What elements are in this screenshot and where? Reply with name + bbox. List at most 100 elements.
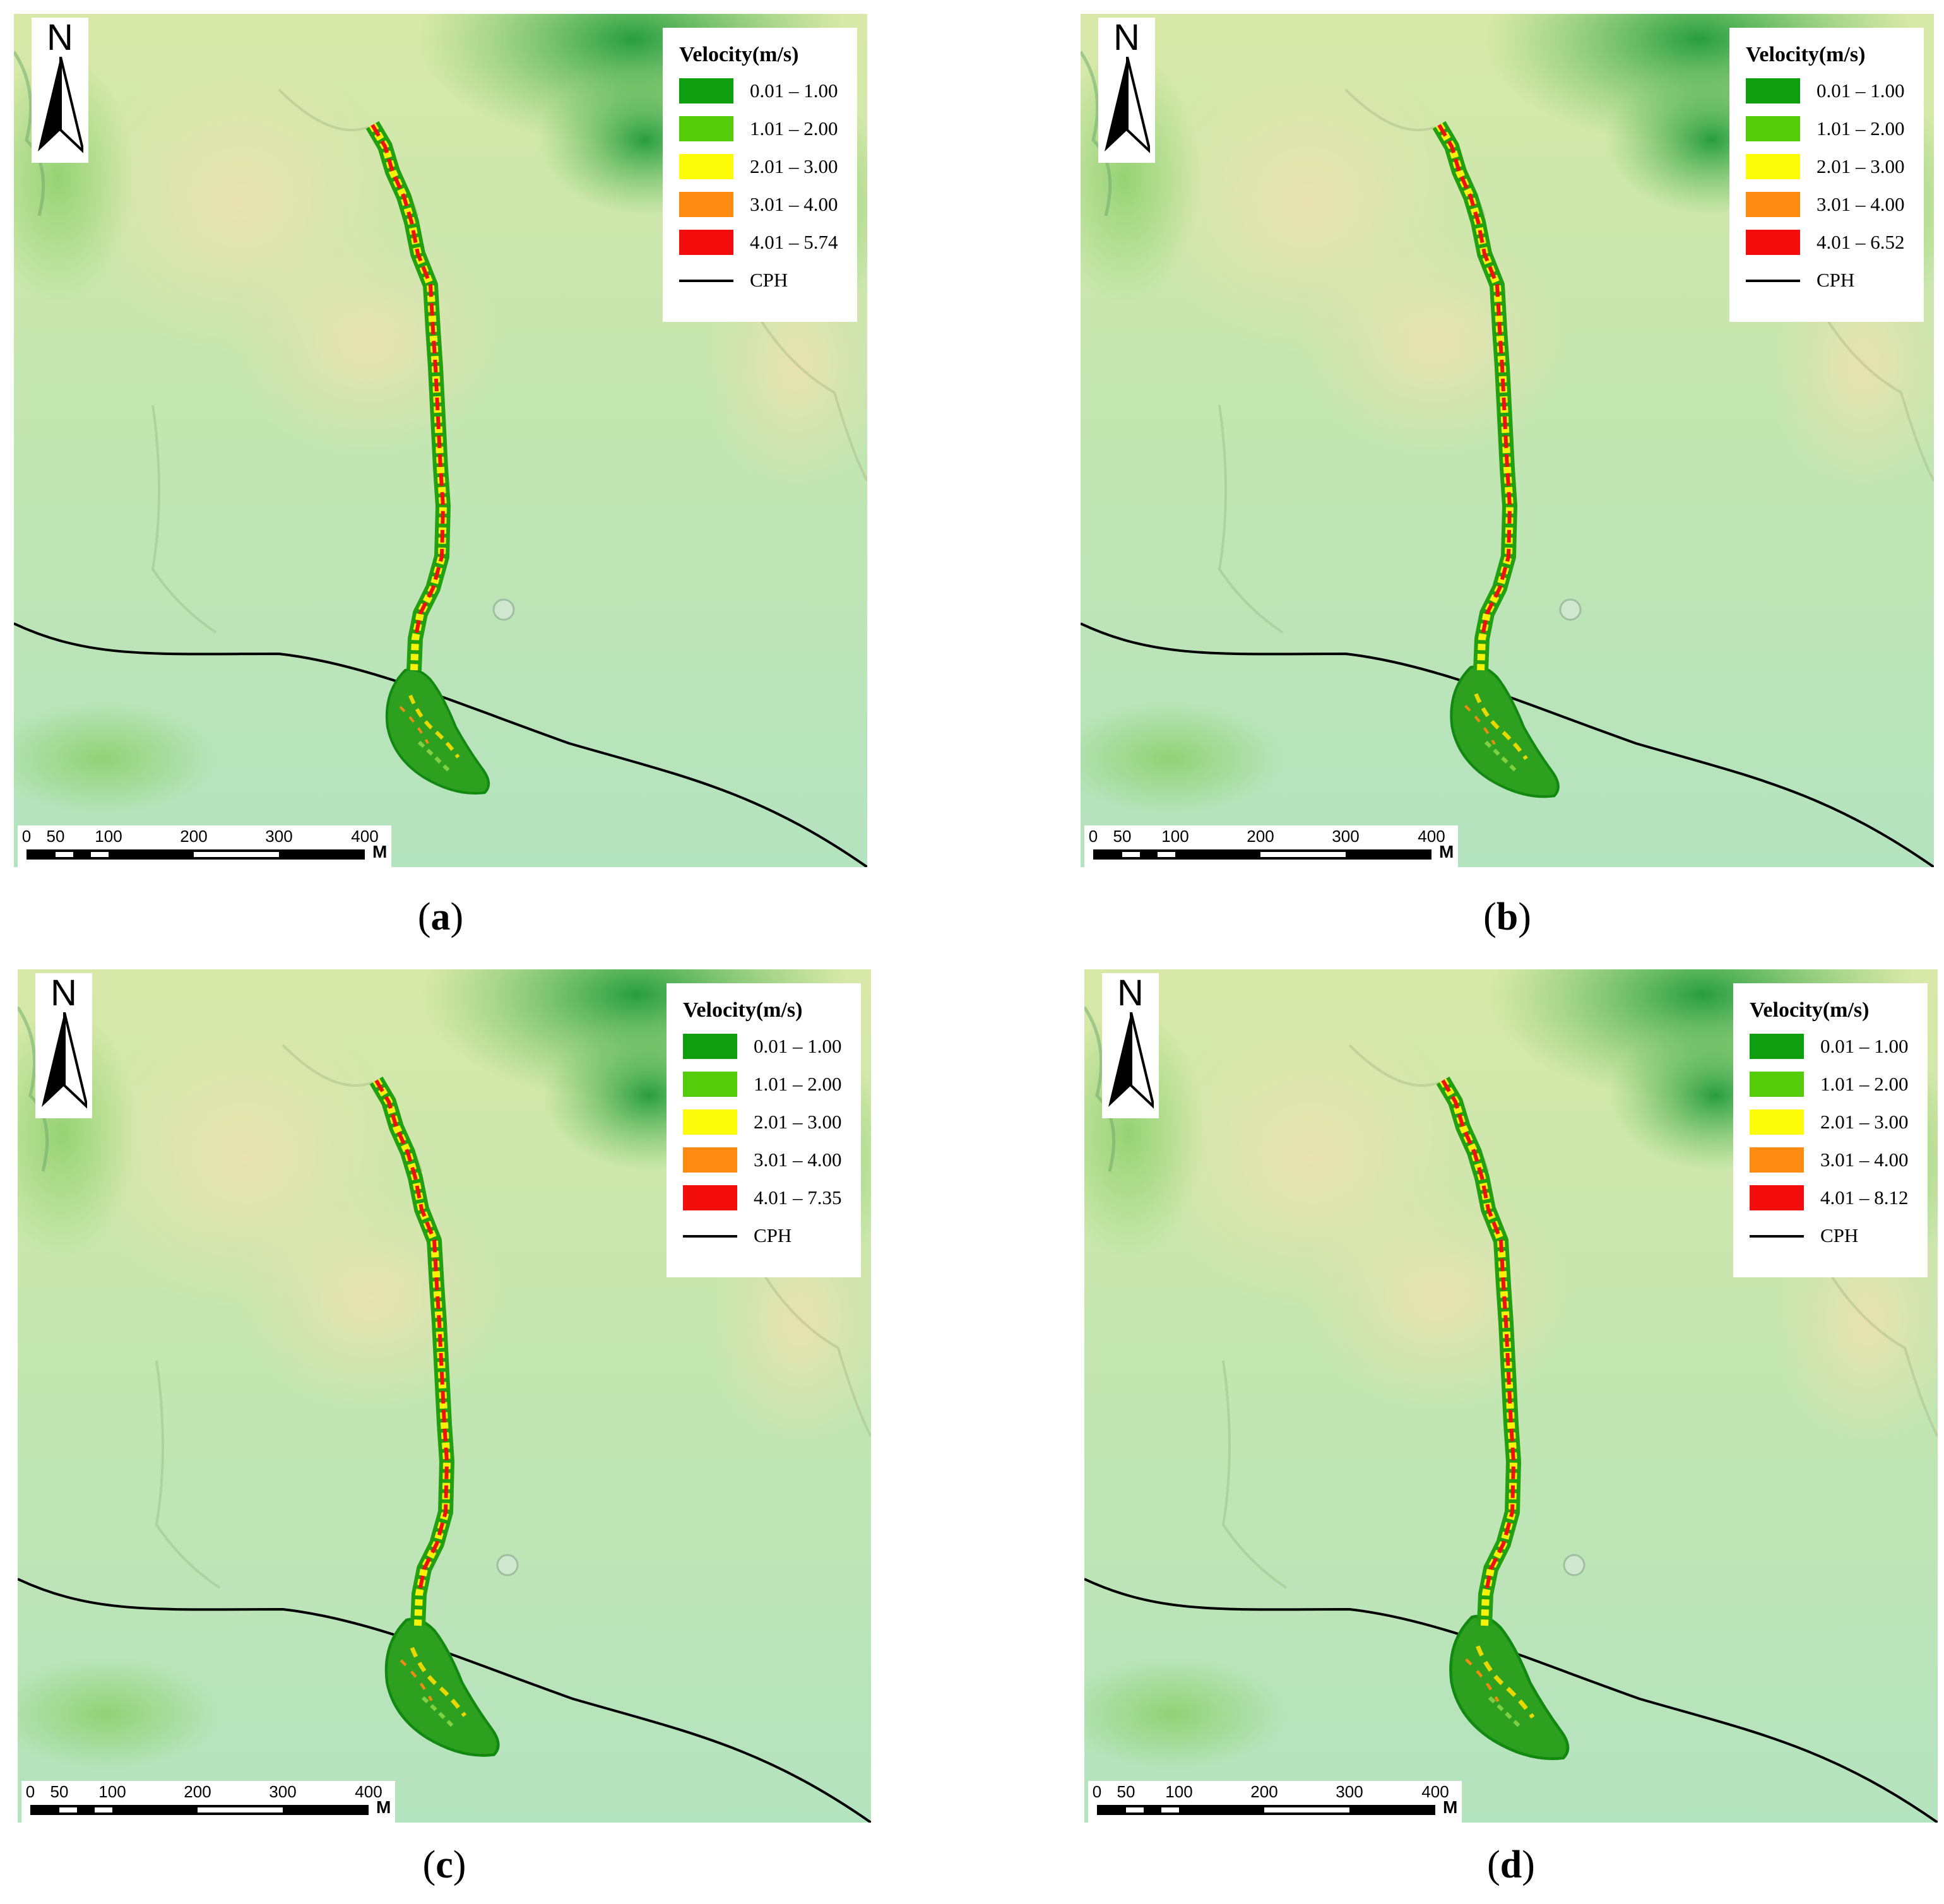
legend-label: 3.01 – 4.00	[750, 193, 838, 215]
legend-label: 4.01 – 6.52	[1817, 231, 1905, 253]
scale-unit: M	[376, 1797, 391, 1817]
velocity-legend: Velocity(m/s) 0.01 – 1.00 1.01 – 2.00 2.01…	[667, 983, 861, 1277]
scale-tick-label: 50	[50, 1782, 69, 1801]
map-panel-d: N Velocity(m/s) 0.01 – 1.00 1.01 – 2.00 2.…	[1084, 969, 1938, 1823]
north-arrow: N	[32, 18, 88, 163]
scale-tick-label: 300	[269, 1782, 297, 1801]
legend-title: Velocity(m/s)	[1746, 43, 1866, 66]
scale-tick-label: 0	[1088, 827, 1098, 846]
legend-swatch	[1746, 116, 1800, 141]
north-arrow: N	[35, 973, 92, 1118]
legend-label: 2.01 – 3.00	[754, 1111, 842, 1133]
legend-line-symbol	[679, 280, 733, 282]
scale-bar: 0 50 100 200 300 400 M	[18, 825, 391, 867]
legend-swatch	[683, 1185, 737, 1210]
scale-tick-label: 50	[46, 827, 65, 846]
legend-swatch	[1746, 192, 1800, 217]
north-arrow-icon	[42, 1012, 87, 1109]
legend-label-cph: CPH	[750, 269, 788, 291]
velocity-legend: Velocity(m/s) 0.01 – 1.00 1.01 – 2.00 2.01…	[663, 28, 857, 322]
scale-tick-label: 200	[1247, 827, 1274, 846]
north-label: N	[47, 17, 73, 58]
scale-tick-label: 100	[95, 827, 122, 846]
legend-label: 0.01 – 1.00	[1820, 1035, 1909, 1057]
legend-title: Velocity(m/s)	[1750, 998, 1870, 1022]
map-panel-a: N Velocity(m/s) 0.01 – 1.00 1.01 – 2.00 2.…	[14, 14, 867, 867]
scale-tick-label: 400	[355, 1782, 382, 1801]
scale-tick-label: 200	[1250, 1782, 1278, 1801]
map-panel-b: N Velocity(m/s) 0.01 – 1.00 1.01 – 2.00 2.…	[1081, 14, 1934, 867]
scale-tick-label: 100	[98, 1782, 126, 1801]
scale-tick-label: 50	[1113, 827, 1132, 846]
scale-bar: 0 50 100 200 300 400 M	[1084, 825, 1458, 867]
north-label: N	[1117, 973, 1144, 1014]
map-panel-c: N Velocity(m/s) 0.01 – 1.00 1.01 – 2.00 2.…	[18, 969, 871, 1823]
scale-unit: M	[372, 842, 388, 861]
legend-title: Velocity(m/s)	[683, 998, 803, 1022]
velocity-legend: Velocity(m/s) 0.01 – 1.00 1.01 – 2.00 2.01…	[1733, 983, 1928, 1277]
legend-swatch	[1750, 1072, 1804, 1097]
caption-c: (c)	[422, 1843, 466, 1886]
legend-swatch	[1750, 1147, 1804, 1173]
legend-line-symbol	[1750, 1235, 1804, 1238]
caption-d: (d)	[1487, 1843, 1535, 1886]
legend-line-symbol	[683, 1235, 737, 1238]
legend-label: 1.01 – 2.00	[1817, 117, 1905, 139]
scale-tick-label: 0	[25, 1782, 35, 1801]
scale-unit: M	[1439, 842, 1454, 861]
legend-label: 0.01 – 1.00	[1817, 80, 1905, 102]
legend-swatch	[679, 230, 733, 255]
legend-swatch	[1750, 1034, 1804, 1059]
scale-tick-label: 50	[1117, 1782, 1135, 1801]
north-label: N	[1113, 17, 1140, 58]
legend-line-symbol	[1746, 280, 1800, 282]
legend-swatch	[679, 116, 733, 141]
legend-label: 4.01 – 7.35	[754, 1186, 842, 1209]
north-arrow: N	[1098, 18, 1155, 163]
legend-label: 4.01 – 8.12	[1820, 1186, 1909, 1209]
legend-label: 3.01 – 4.00	[1820, 1149, 1909, 1171]
scale-bar: 0 50 100 200 300 400 M	[21, 1781, 395, 1823]
legend-label: 4.01 – 5.74	[750, 231, 838, 253]
legend-swatch	[1746, 78, 1800, 103]
scale-tick-label: 400	[1418, 827, 1445, 846]
legend-swatch	[1750, 1109, 1804, 1135]
legend-swatch	[683, 1147, 737, 1173]
legend-swatch	[679, 154, 733, 179]
legend-label: 2.01 – 3.00	[750, 155, 838, 177]
north-arrow-icon	[1108, 1012, 1154, 1109]
legend-swatch	[679, 78, 733, 103]
legend-label: 3.01 – 4.00	[754, 1149, 842, 1171]
legend-label: 0.01 – 1.00	[754, 1035, 842, 1057]
legend-swatch	[683, 1034, 737, 1059]
legend-swatch	[679, 192, 733, 217]
scale-tick-label: 0	[21, 827, 32, 846]
scale-tick-label: 400	[351, 827, 379, 846]
legend-title: Velocity(m/s)	[679, 43, 799, 66]
legend-label-cph: CPH	[1820, 1224, 1859, 1246]
scale-tick-label: 400	[1421, 1782, 1449, 1801]
legend-label: 2.01 – 3.00	[1820, 1111, 1909, 1133]
legend-swatch	[1750, 1185, 1804, 1210]
north-label: N	[50, 973, 77, 1014]
caption-a: (a)	[417, 896, 464, 938]
scale-tick-label: 100	[1165, 1782, 1193, 1801]
velocity-legend: Velocity(m/s) 0.01 – 1.00 1.01 – 2.00 2.01…	[1729, 28, 1924, 322]
legend-swatch	[683, 1072, 737, 1097]
scale-tick-label: 200	[180, 827, 208, 846]
legend-swatch	[1746, 230, 1800, 255]
legend-label-cph: CPH	[1817, 269, 1855, 291]
legend-label: 1.01 – 2.00	[750, 117, 838, 139]
scale-unit: M	[1443, 1797, 1458, 1817]
legend-label: 0.01 – 1.00	[750, 80, 838, 102]
legend-label: 1.01 – 2.00	[1820, 1073, 1909, 1095]
legend-swatch	[1746, 154, 1800, 179]
north-arrow-icon	[1105, 57, 1150, 153]
scale-tick-label: 0	[1092, 1782, 1102, 1801]
caption-b: (b)	[1483, 896, 1531, 938]
scale-tick-label: 300	[265, 827, 293, 846]
legend-label: 3.01 – 4.00	[1817, 193, 1905, 215]
scale-bar: 0 50 100 200 300 400 M	[1088, 1781, 1462, 1823]
scale-tick-label: 300	[1332, 827, 1360, 846]
scale-tick-label: 200	[184, 1782, 211, 1801]
